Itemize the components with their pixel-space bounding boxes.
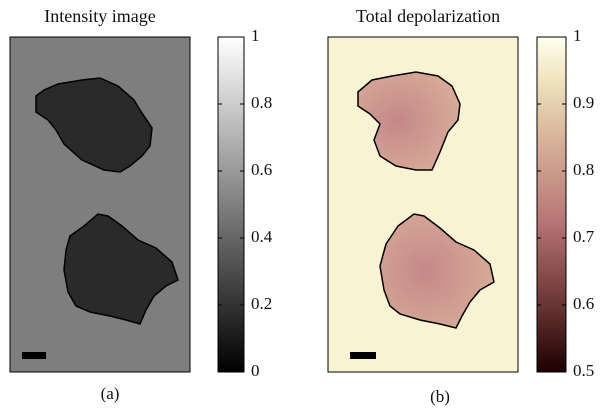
colorbar bbox=[536, 36, 567, 373]
scale-bar bbox=[22, 352, 46, 359]
colorbar bbox=[217, 36, 245, 373]
tick-label: 1 bbox=[573, 26, 582, 45]
tick-label: 0.9 bbox=[573, 93, 594, 112]
tick-label: 0.4 bbox=[251, 227, 273, 246]
tick-label: 0 bbox=[251, 361, 260, 380]
tick-label: 1 bbox=[251, 26, 260, 45]
panel-title: Intensity image bbox=[44, 6, 155, 26]
scale-bar bbox=[350, 352, 376, 359]
tick-label: 0.2 bbox=[251, 294, 272, 313]
tick-label: 0.6 bbox=[573, 294, 594, 313]
tick-label: 0.7 bbox=[573, 227, 595, 246]
tick-label: 0.8 bbox=[573, 160, 594, 179]
panel-caption: (a) bbox=[101, 384, 120, 403]
tick-label: 0.5 bbox=[573, 361, 594, 380]
panel-caption: (b) bbox=[430, 387, 450, 406]
region-outline bbox=[357, 71, 461, 171]
tick-label: 0.6 bbox=[251, 160, 272, 179]
region-outline bbox=[63, 213, 179, 325]
tick-label: 0.8 bbox=[251, 93, 272, 112]
panel-title: Total depolarization bbox=[356, 6, 500, 26]
region-outline bbox=[35, 77, 153, 173]
region-outline bbox=[379, 213, 495, 329]
